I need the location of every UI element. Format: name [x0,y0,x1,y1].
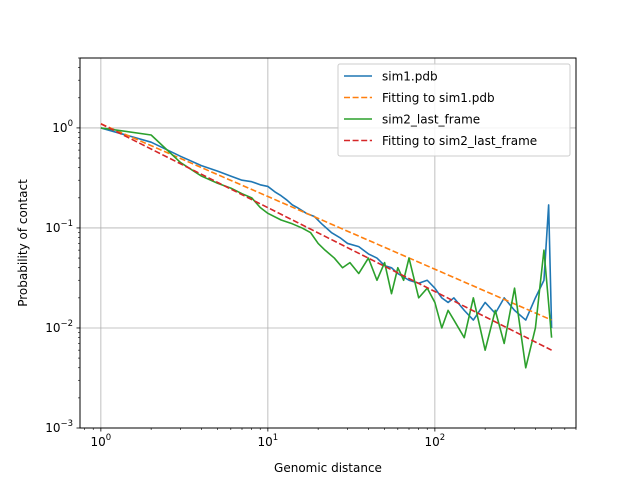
y-tick-label: 100 [52,119,73,135]
x-axis-label: Genomic distance [274,461,382,475]
y-tick-label: 10−2 [45,319,73,335]
legend-label-3: sim2_last_frame [382,113,480,127]
legend-box [337,63,571,157]
series-line-4 [100,123,552,351]
series-line-2 [100,123,552,321]
y-tick-label: 10−1 [45,219,73,235]
series-line-1 [100,127,553,328]
legend-label-2: Fitting to sim1.pdb [382,91,495,105]
y-tick-label: 10−3 [45,419,73,435]
series-line-3 [100,127,553,369]
plot-area [100,123,553,369]
axes-frame [79,57,577,429]
legend-label-1: sim1.pdb [382,70,438,84]
legend-label-4: Fitting to sim2_last_frame [382,134,537,148]
legend: sim1.pdb Fitting to sim1.pdb sim2_last_fra… [337,63,571,157]
y-axis-label: Probability of contact [16,179,30,307]
